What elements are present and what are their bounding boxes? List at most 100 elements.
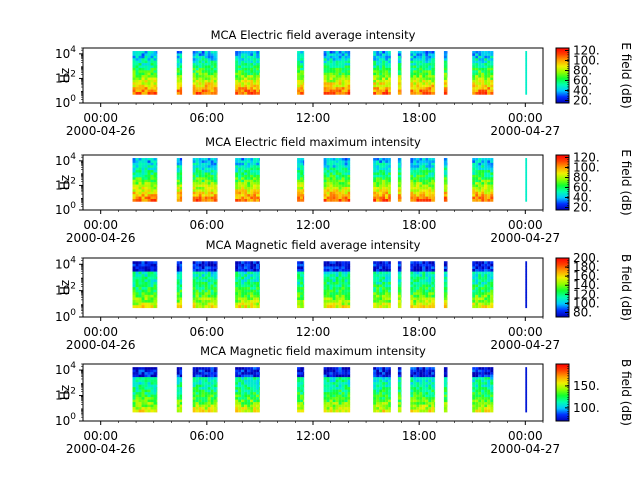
- data-segment: [472, 367, 494, 413]
- colorbar-label: E field (dB): [619, 149, 633, 215]
- panel-3: MCA Magnetic field average intensity 100 1…: [55, 238, 633, 352]
- data-segment: [132, 367, 158, 413]
- colorbar-tick-label: 80.: [573, 64, 592, 78]
- data-segment: [443, 261, 448, 309]
- colorbar-tick-label: 80.: [573, 171, 592, 185]
- y-tick-label: 100: [55, 94, 76, 110]
- y-tick-label: 100: [55, 412, 76, 428]
- x-tick-label: 12:00: [296, 111, 331, 125]
- y-tick-label: 102: [55, 387, 76, 403]
- x-tick-label: 12:00: [296, 429, 331, 443]
- colorbar-tick-label: 200.: [573, 251, 600, 265]
- x-tick-label: 06:00: [190, 429, 225, 443]
- x-tick-date: 2000-04-26: [66, 231, 136, 245]
- colorbar-tick-label: 20.: [573, 94, 592, 108]
- data-segment: [192, 367, 218, 413]
- x-tick-label: 18:00: [402, 111, 437, 125]
- data-segment: [176, 51, 183, 95]
- x-tick-label: 00:00: [508, 325, 543, 339]
- y-tick-label: 100: [55, 308, 76, 324]
- data-segment: [397, 51, 402, 95]
- data-segment: [176, 261, 183, 309]
- data-segment: [525, 367, 528, 413]
- colorbar-tick-label: 100.: [573, 54, 600, 68]
- y-tick-label: 102: [55, 69, 76, 85]
- colorbar-tick-label: 60.: [573, 181, 592, 195]
- colorbar-label: E field (dB): [619, 42, 633, 108]
- x-tick-label: 00:00: [83, 111, 118, 125]
- data-segment: [192, 158, 218, 202]
- data-segment: [525, 158, 528, 202]
- x-tick-date: 2000-04-26: [66, 124, 136, 138]
- y-tick-label: 102: [55, 176, 76, 192]
- x-tick-date: 2000-04-27: [490, 124, 560, 138]
- data-segment: [132, 261, 158, 309]
- colorbar: 100. 150. B field (dB): [555, 359, 633, 426]
- panel-1: MCA Electric field average intensity 100 1…: [55, 28, 633, 138]
- data-segment: [297, 51, 305, 95]
- data-segment: [443, 158, 448, 202]
- data-segment: [176, 367, 183, 413]
- data-segment: [323, 261, 351, 309]
- y-axis-label: Hz: [58, 68, 72, 83]
- data-segment: [373, 51, 391, 95]
- colorbar: 80.100.120.140.160.180.200. B field (dB): [555, 251, 633, 321]
- x-tick-label: 00:00: [83, 218, 118, 232]
- data-segment: [323, 51, 351, 95]
- colorbar-label: B field (dB): [619, 254, 633, 321]
- y-axis-label: Hz: [58, 385, 72, 400]
- data-segment: [397, 367, 402, 413]
- panel-4: MCA Magnetic field maximum intensity 100 1…: [55, 344, 633, 456]
- colorbar: 20.40.60.80.100.120. E field (dB): [555, 149, 633, 216]
- colorbar-tick-label: 150.: [573, 379, 600, 393]
- x-tick-date: 2000-04-27: [490, 231, 560, 245]
- colorbar-label: B field (dB): [619, 359, 633, 426]
- colorbar-tick-label: 100.: [573, 161, 600, 175]
- data-segment: [525, 261, 528, 309]
- data-segment: [323, 367, 351, 413]
- x-tick-label: 06:00: [190, 325, 225, 339]
- x-tick-label: 18:00: [402, 429, 437, 443]
- colorbar: 20.40.60.80.100.120. E field (dB): [555, 42, 633, 109]
- colorbar-tick-label: 120.: [573, 151, 600, 165]
- colorbar-tick-label: 20.: [573, 201, 592, 215]
- panel-title: MCA Magnetic field maximum intensity: [200, 344, 426, 358]
- data-segment: [443, 51, 448, 95]
- x-tick-label: 12:00: [296, 325, 331, 339]
- x-tick-label: 00:00: [83, 325, 118, 339]
- x-tick-label: 00:00: [508, 429, 543, 443]
- colorbar-tick-label: 160.: [573, 269, 600, 283]
- y-axis-label: Hz: [58, 280, 72, 295]
- y-tick-label: 104: [55, 45, 76, 61]
- y-axis-label: Hz: [58, 175, 72, 190]
- x-tick-label: 06:00: [190, 111, 225, 125]
- data-segment: [410, 51, 436, 95]
- data-segment: [472, 261, 494, 309]
- data-segment: [397, 158, 402, 202]
- data-segment: [176, 158, 183, 202]
- x-tick-label: 06:00: [190, 218, 225, 232]
- colorbar-tick-label: 80.: [573, 305, 592, 319]
- x-tick-label: 18:00: [402, 325, 437, 339]
- colorbar-tick-label: 120.: [573, 44, 600, 58]
- x-tick-label: 18:00: [402, 218, 437, 232]
- data-segment: [235, 261, 260, 309]
- data-segment: [410, 158, 436, 202]
- data-segment: [373, 158, 391, 202]
- data-segment: [297, 367, 305, 413]
- y-tick-label: 104: [55, 255, 76, 271]
- data-segment: [373, 367, 391, 413]
- x-tick-date: 2000-04-27: [490, 442, 560, 456]
- x-tick-label: 12:00: [296, 218, 331, 232]
- data-segment: [235, 51, 260, 95]
- data-segment: [132, 51, 158, 95]
- data-segment: [132, 158, 158, 202]
- y-tick-label: 100: [55, 201, 76, 217]
- panel-title: MCA Electric field maximum intensity: [205, 135, 421, 149]
- colorbar-tick-label: 100.: [573, 296, 600, 310]
- x-tick-date: 2000-04-26: [66, 338, 136, 352]
- colorbar-tick-label: 140.: [573, 278, 600, 292]
- data-segment: [297, 158, 305, 202]
- data-segment: [192, 51, 218, 95]
- panel-2: MCA Electric field maximum intensity 100 1…: [55, 135, 633, 245]
